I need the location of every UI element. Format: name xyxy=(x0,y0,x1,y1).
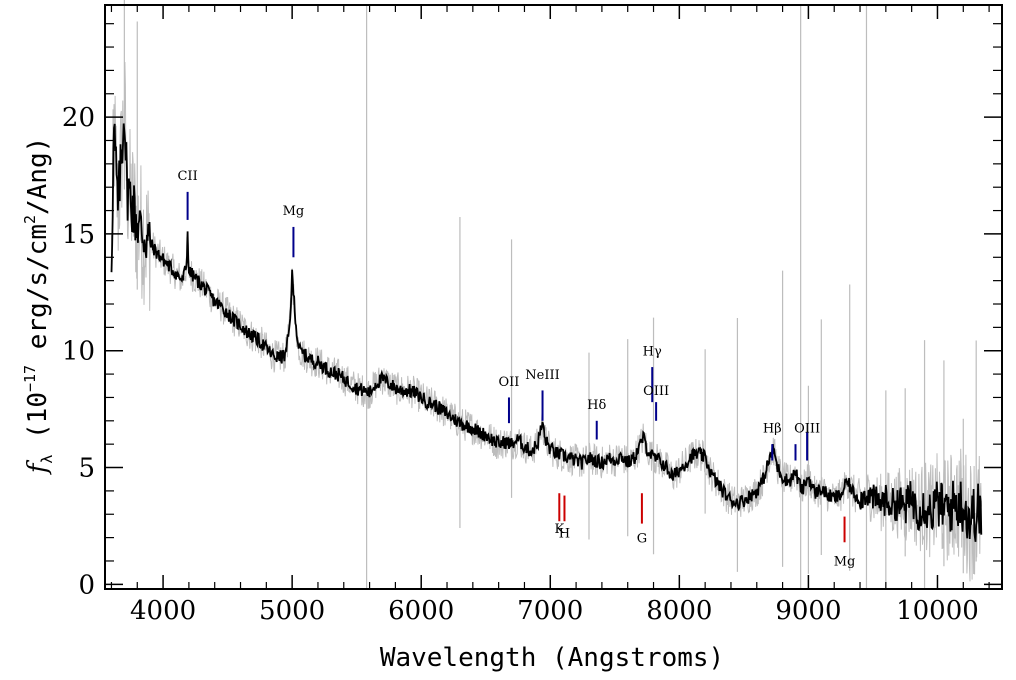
y-tick-label: 0 xyxy=(78,570,95,600)
line-label: NeIII xyxy=(525,368,559,383)
line-label: OIII xyxy=(643,384,669,399)
axes: 4000 5000 6000 7000 8000 9000 10000 0 5 10 15 20 xyxy=(62,4,1003,626)
y-title-close: /Ang) xyxy=(23,137,53,215)
line-label: Mg xyxy=(834,555,856,570)
line-label: CII xyxy=(177,169,197,184)
y-title-mid: erg/s/cm xyxy=(23,224,53,365)
line-label: OIII xyxy=(794,421,820,436)
y-title-exp2: 2 xyxy=(21,215,39,224)
line-label: OII xyxy=(499,375,520,390)
x-axis-title: Wavelength (Angstroms) xyxy=(380,643,724,673)
x-tick-label: 4000 xyxy=(130,596,196,626)
error-trace xyxy=(111,61,982,582)
x-tick-label: 7000 xyxy=(517,596,583,626)
flux-line xyxy=(110,123,983,542)
y-axis-title: fλ (10−17 erg/s/cm2/Ang) xyxy=(21,137,56,476)
y-title-open: (10 xyxy=(23,392,53,455)
line-label: Mg xyxy=(283,204,305,219)
x-tick-label: 5000 xyxy=(259,596,325,626)
spectral-line-markers: CII Mg OII NeIII Hδ Hγ OIII Hβ OIII KH G Mg xyxy=(177,169,855,569)
x-tick-label: 9000 xyxy=(775,596,841,626)
x-tick-label: 10000 xyxy=(896,596,979,626)
plot-frame xyxy=(104,4,1003,590)
line-label: Hγ xyxy=(643,344,662,359)
line-label: K xyxy=(554,522,564,537)
x-tick-label: 8000 xyxy=(646,596,712,626)
line-label: Hδ xyxy=(587,398,606,413)
y-tick-label: 20 xyxy=(62,103,95,133)
line-label: H xyxy=(559,527,570,542)
x-tick-label: 6000 xyxy=(388,596,454,626)
y-title-lambda: λ xyxy=(38,455,56,464)
y-title-exp: −17 xyxy=(21,365,39,392)
y-tick-label: 5 xyxy=(78,454,95,484)
line-label: G xyxy=(637,531,647,546)
flux-spectrum xyxy=(110,123,983,542)
y-tick-label: 15 xyxy=(62,220,95,250)
error-spectrum xyxy=(111,0,982,589)
y-tick-label: 10 xyxy=(62,337,95,367)
line-label: Hβ xyxy=(763,421,782,436)
